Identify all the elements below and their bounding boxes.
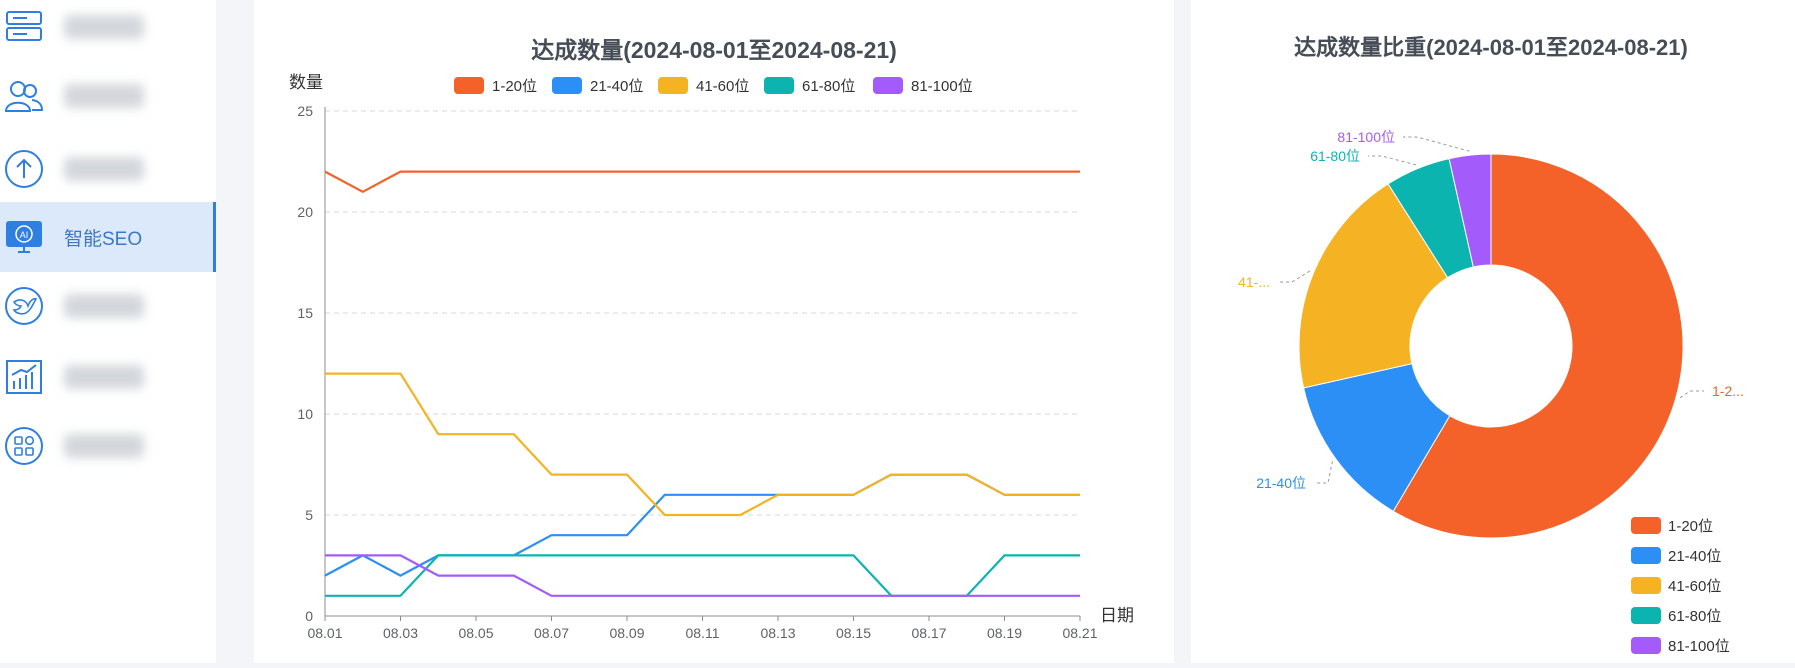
pie-slice-3 [1298, 183, 1449, 389]
upload-icon [4, 149, 44, 189]
series-line-2 [324, 473, 1080, 577]
legend-swatch [1631, 637, 1661, 654]
pie-slice-label: 81-100位 [1337, 129, 1395, 145]
pie-chart-panel: 达成数量比重(2024-08-01至2024-08-21) 1-2... 21-40… [1191, 0, 1795, 663]
sidebar-item-smart-seo[interactable]: AI 智能SEO [0, 202, 216, 272]
pie-label-line [1679, 390, 1704, 399]
pie-slice-label: 21-40位 [1256, 475, 1306, 491]
pie-chart: 达成数量比重(2024-08-01至2024-08-21) 1-2... 21-40… [1238, 35, 1744, 655]
pie-slice-label: 61-80位 [1310, 148, 1360, 164]
legend-label: 1-20位 [1668, 518, 1713, 535]
legend-label: 41-60位 [696, 78, 749, 95]
legend-swatch [658, 77, 688, 94]
apps-icon [4, 426, 44, 466]
pie-slice-1 [1392, 153, 1684, 539]
svg-text:AI: AI [20, 230, 29, 240]
x-tick-label: 08.03 [383, 625, 418, 641]
line-chart-panel: 达成数量(2024-08-01至2024-08-21) 数量日期 0 5 10 15 20 2… [254, 0, 1174, 663]
x-tick-label: 08.21 [1062, 625, 1097, 641]
legend-label: 1-20位 [492, 78, 537, 95]
legend-label: 41-60位 [1668, 578, 1721, 595]
pie-slice-5 [1448, 153, 1492, 268]
legend-swatch [454, 77, 484, 94]
y-axis-label: 数量 [289, 73, 323, 92]
pie-label-line [1278, 270, 1311, 283]
series-line-3 [325, 372, 1080, 517]
y-tick-label: 20 [297, 204, 313, 220]
sidebar: AI 智能SEO [0, 0, 216, 663]
series-line-1 [324, 170, 1080, 193]
legend-swatch [552, 77, 582, 94]
y-tick-label: 15 [297, 305, 313, 321]
sidebar-item-server[interactable] [0, 0, 216, 62]
pie-label-line [1368, 155, 1417, 166]
legend-label: 21-40位 [590, 78, 643, 95]
y-tick-label: 5 [305, 507, 313, 523]
y-tick-label: 25 [297, 103, 313, 119]
x-tick-label: 08.07 [534, 625, 569, 641]
sidebar-item-apps[interactable] [0, 411, 216, 481]
sidebar-item-chart[interactable] [0, 342, 216, 412]
sidebar-item-label [64, 15, 144, 39]
chart-title: 达成数量比重(2024-08-01至2024-08-21) [1294, 35, 1688, 60]
x-tick-label: 08.15 [836, 625, 871, 641]
pie-slice-2 [1303, 363, 1451, 512]
legend-label: 81-100位 [911, 78, 973, 95]
sidebar-item-label [64, 84, 144, 108]
x-tick-label: 08.13 [760, 625, 795, 641]
x-tick-label: 08.05 [458, 625, 493, 641]
sidebar-item-label: 智能SEO [64, 228, 143, 250]
pie-slice-label: 41-... [1238, 274, 1270, 290]
x-tick-label: 08.01 [307, 625, 342, 641]
sidebar-item-users[interactable] [0, 61, 216, 131]
x-tick-label: 08.09 [609, 625, 644, 641]
chart-title: 达成数量(2024-08-01至2024-08-21) [531, 37, 897, 63]
legend-label: 81-100位 [1668, 638, 1730, 655]
legend-label: 61-80位 [802, 78, 855, 95]
x-tick-label: 08.17 [911, 625, 946, 641]
users-icon [4, 76, 44, 116]
x-axis-label: 日期 [1100, 606, 1134, 625]
legend-swatch [1631, 517, 1661, 534]
legend-label: 21-40位 [1668, 548, 1721, 565]
legend-swatch [764, 77, 794, 94]
server-icon [4, 7, 44, 47]
y-tick-label: 10 [297, 406, 313, 422]
ai-monitor-icon: AI [4, 217, 44, 257]
legend-swatch [1631, 547, 1661, 564]
y-tick-label: 0 [305, 608, 313, 624]
sidebar-item-label [64, 157, 144, 181]
legend-label: 61-80位 [1668, 608, 1721, 625]
pie-label-line [1314, 461, 1333, 484]
legend-swatch [873, 77, 903, 94]
pie-label-line [1403, 136, 1470, 152]
sidebar-item-label [64, 294, 144, 318]
legend-swatch [1631, 577, 1661, 594]
pie-slice-label: 1-2... [1712, 383, 1744, 399]
x-tick-label: 08.19 [987, 625, 1022, 641]
sidebar-item-upload[interactable] [0, 134, 216, 204]
bird-icon [4, 286, 44, 326]
sidebar-item-label [64, 434, 144, 458]
sidebar-item-label [64, 365, 144, 389]
x-tick-label: 08.11 [686, 625, 720, 641]
legend-swatch [1631, 607, 1661, 624]
series-line-5 [325, 554, 1080, 597]
sidebar-item-bird[interactable] [0, 271, 216, 341]
chart-icon [4, 357, 44, 397]
